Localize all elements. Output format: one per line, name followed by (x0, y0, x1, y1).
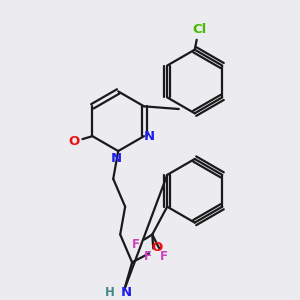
Text: N: N (111, 152, 122, 164)
Text: O: O (69, 135, 80, 148)
Text: F: F (132, 238, 140, 251)
Text: N: N (121, 286, 132, 299)
Text: F: F (144, 250, 152, 263)
Text: Cl: Cl (193, 23, 207, 36)
Text: F: F (160, 250, 168, 263)
Text: O: O (151, 241, 163, 254)
Text: N: N (143, 130, 155, 142)
Text: H: H (105, 286, 115, 299)
